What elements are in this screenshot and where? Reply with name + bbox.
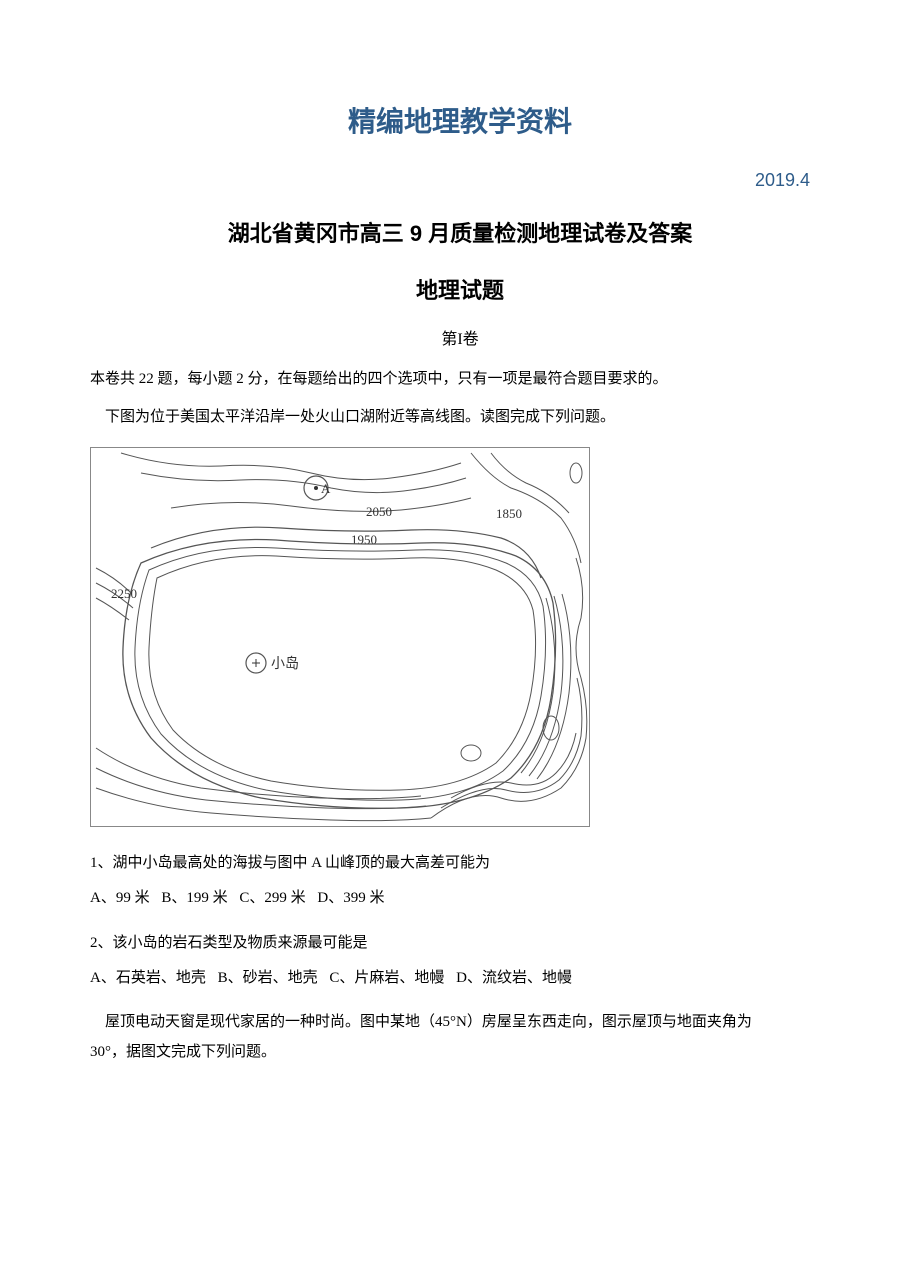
footer-paragraph-line1: 屋顶电动天窗是现代家居的一种时尚。图中某地（45°N）房屋呈东西走向，图示屋顶与… — [90, 1007, 830, 1037]
q2-option-c: C、片麻岩、地幔 — [329, 962, 444, 995]
q2-option-d: D、流纹岩、地幔 — [456, 962, 572, 995]
island-label: 小岛 — [271, 656, 299, 672]
q1-option-c: C、299 米 — [239, 882, 305, 915]
q2-option-b: B、砂岩、地壳 — [218, 962, 318, 995]
question-1-options: A、99 米 B、199 米 C、299 米 D、399 米 — [90, 882, 830, 915]
figure-container: A 2050 1850 1950 2250 — [90, 447, 830, 827]
subtitle: 湖北省黄冈市高三 9 月质量检测地理试卷及答案 — [90, 216, 830, 248]
section-title: 地理试题 — [90, 273, 830, 305]
map-svg: A 2050 1850 1950 2250 — [91, 448, 591, 828]
q1-option-b: B、199 米 — [161, 882, 227, 915]
main-title: 精编地理教学资料 — [90, 100, 830, 140]
q1-option-d: D、399 米 — [317, 882, 384, 915]
q2-option-a: A、石英岩、地壳 — [90, 962, 206, 995]
volume-label: 第I卷 — [90, 325, 830, 349]
date-label: 2019.4 — [90, 170, 830, 191]
footer-paragraph-line2: 30°，据图文完成下列问题。 — [90, 1037, 830, 1067]
contour-2250-label: 2250 — [111, 586, 137, 601]
instruction-line-2: 下图为位于美国太平洋沿岸一处火山口湖附近等高线图。读图完成下列问题。 — [90, 402, 830, 432]
contour-1850-label: 1850 — [496, 506, 522, 521]
peak-a-label: A — [321, 481, 331, 496]
question-2-options: A、石英岩、地壳 B、砂岩、地壳 C、片麻岩、地幔 D、流纹岩、地幔 — [90, 962, 830, 995]
contour-map: A 2050 1850 1950 2250 — [90, 447, 590, 827]
island-triangle-icon — [252, 659, 260, 667]
q1-option-a: A、99 米 — [90, 882, 150, 915]
question-1-text: 1、湖中小岛最高处的海拔与图中 A 山峰顶的最大高差可能为 — [90, 847, 830, 880]
peak-a-dot — [314, 486, 318, 490]
instruction-line-1: 本卷共 22 题，每小题 2 分，在每题给出的四个选项中，只有一项是最符合题目要… — [90, 364, 830, 394]
contour-2050-label: 2050 — [366, 504, 392, 519]
question-2-text: 2、该小岛的岩石类型及物质来源最可能是 — [90, 927, 830, 960]
contour-1950-label: 1950 — [351, 532, 377, 547]
